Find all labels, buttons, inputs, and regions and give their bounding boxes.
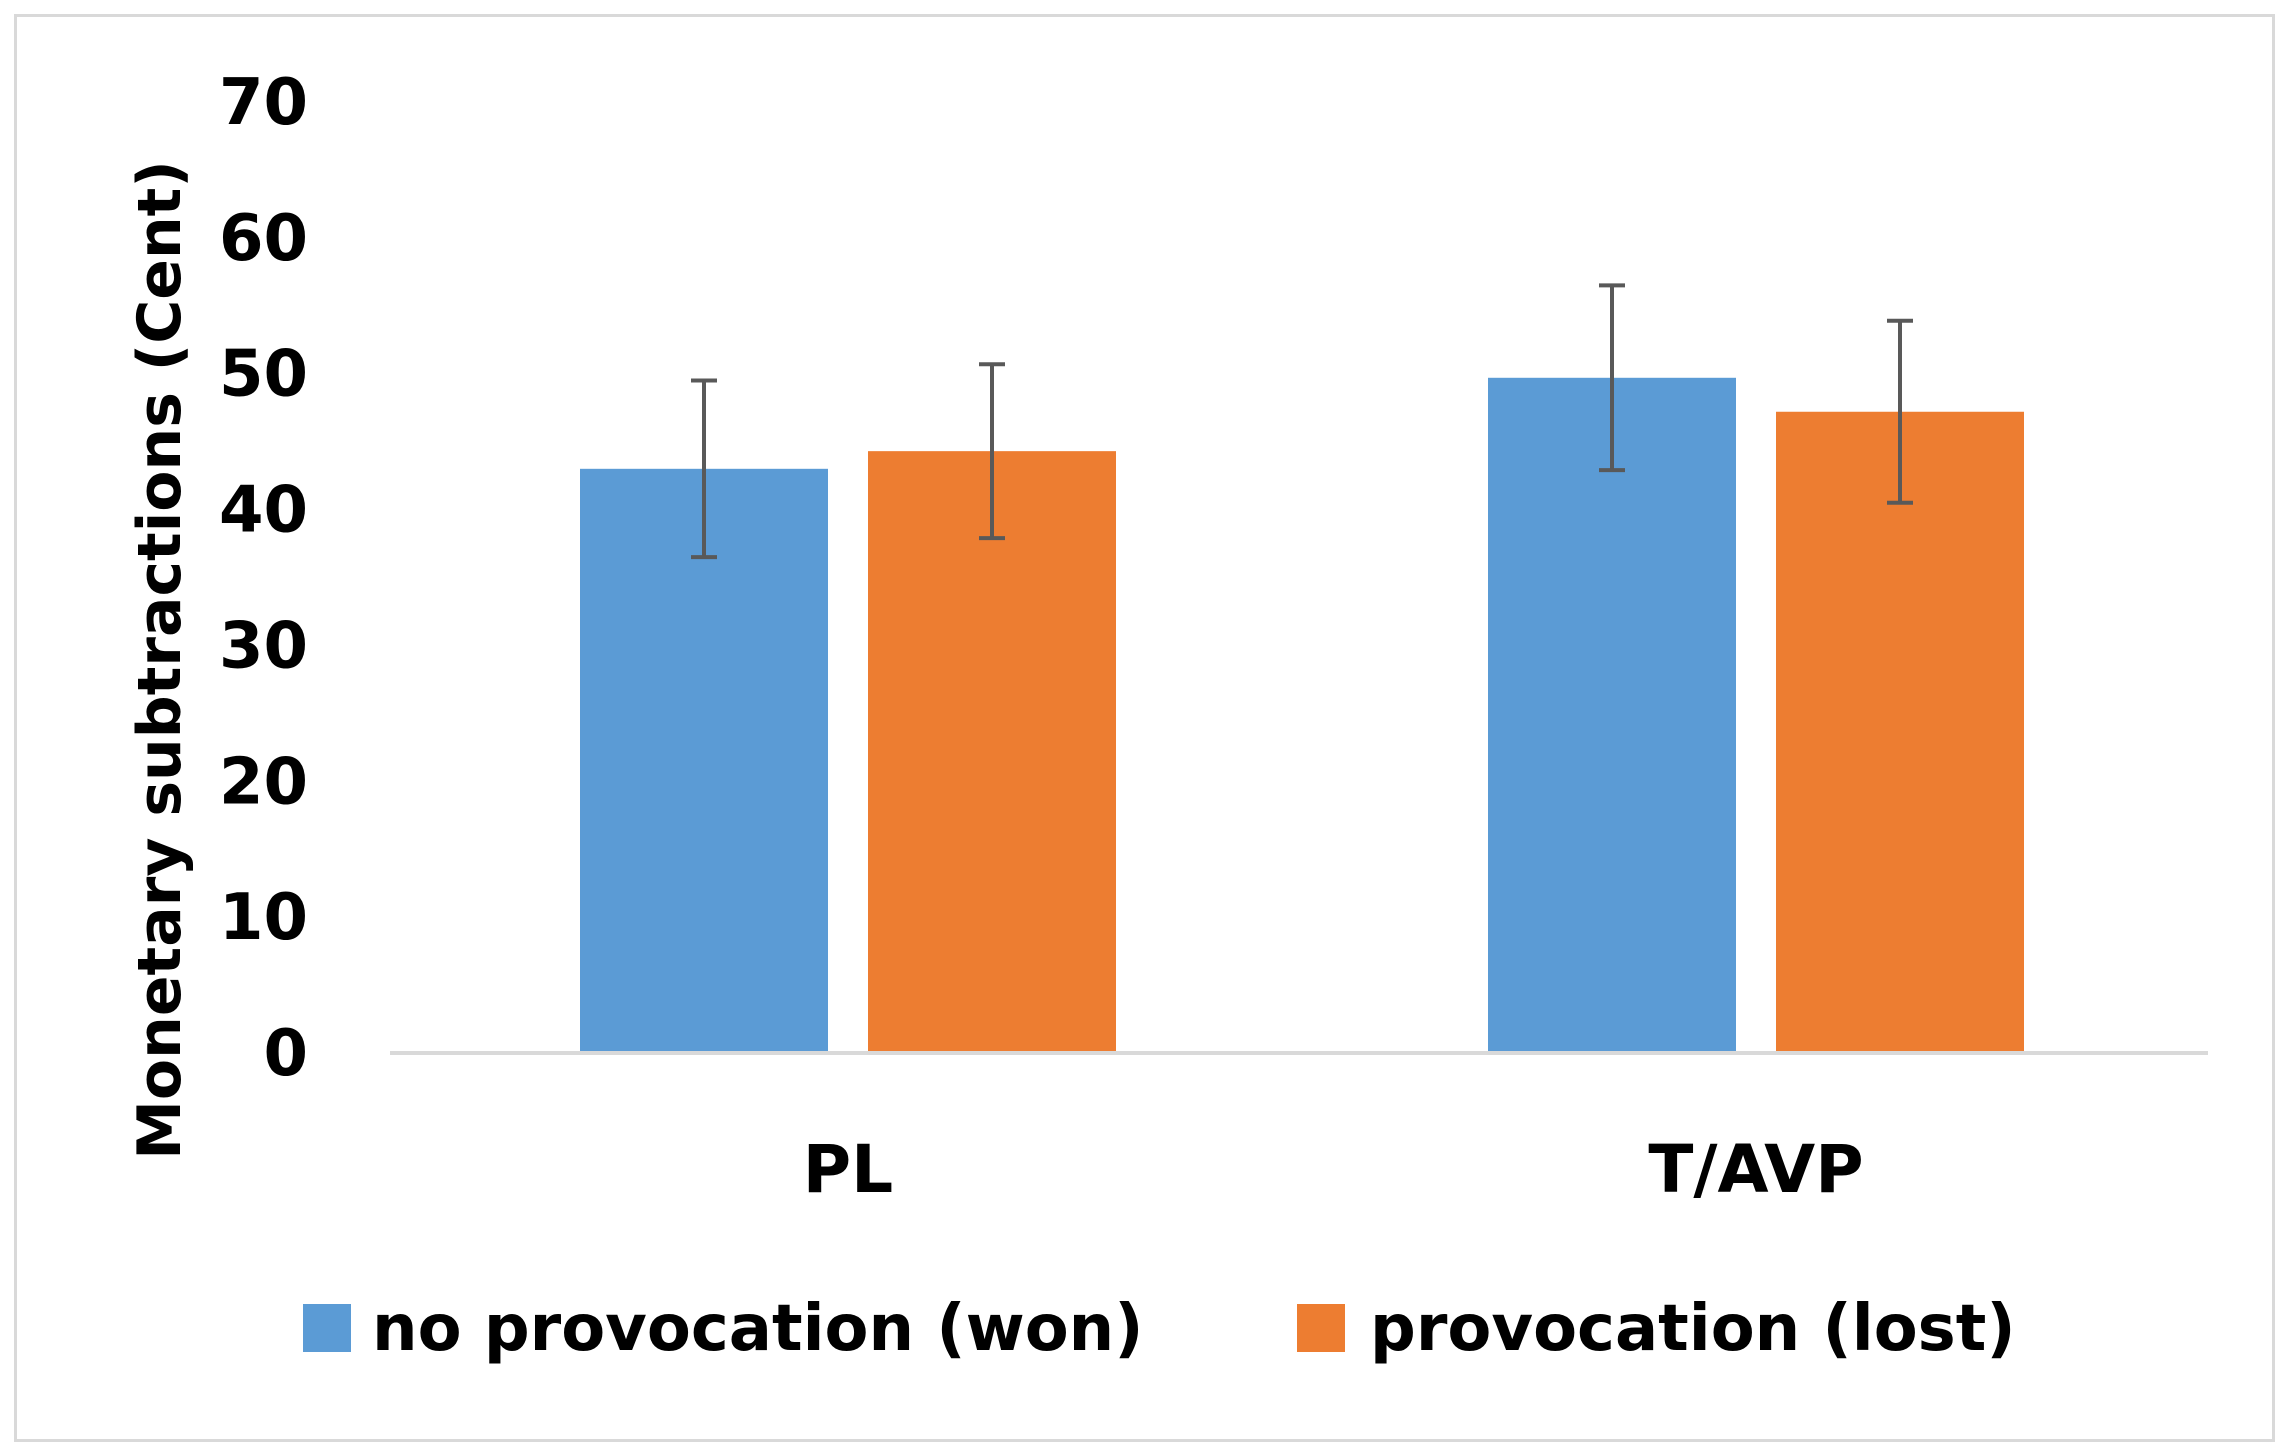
x-tick-label: PL xyxy=(803,1131,893,1208)
y-tick-label: 40 xyxy=(219,474,308,548)
y-tick-label: 70 xyxy=(219,66,308,140)
y-axis-title: Monetary subtractions (Cent) xyxy=(125,160,195,1160)
y-tick-label: 10 xyxy=(219,881,308,955)
legend-label: no provocation (won) xyxy=(372,1292,1143,1366)
legend-swatch xyxy=(1297,1304,1345,1352)
legend-label: provocation (lost) xyxy=(1370,1292,2016,1366)
bar-provocation-pl xyxy=(868,451,1116,1054)
bar-no-provocation-t-avp xyxy=(1488,377,1736,1053)
bar-provocation-t-avp xyxy=(1776,411,2024,1053)
y-tick-label: 60 xyxy=(219,202,308,276)
x-tick-label: T/AVP xyxy=(1648,1131,1863,1208)
y-tick-label: 20 xyxy=(219,745,308,819)
y-tick-label: 30 xyxy=(219,609,308,683)
y-tick-label: 50 xyxy=(219,338,308,412)
legend-swatch xyxy=(303,1304,351,1352)
y-tick-label: 0 xyxy=(263,1017,308,1091)
bar-no-provocation-pl xyxy=(580,468,828,1053)
